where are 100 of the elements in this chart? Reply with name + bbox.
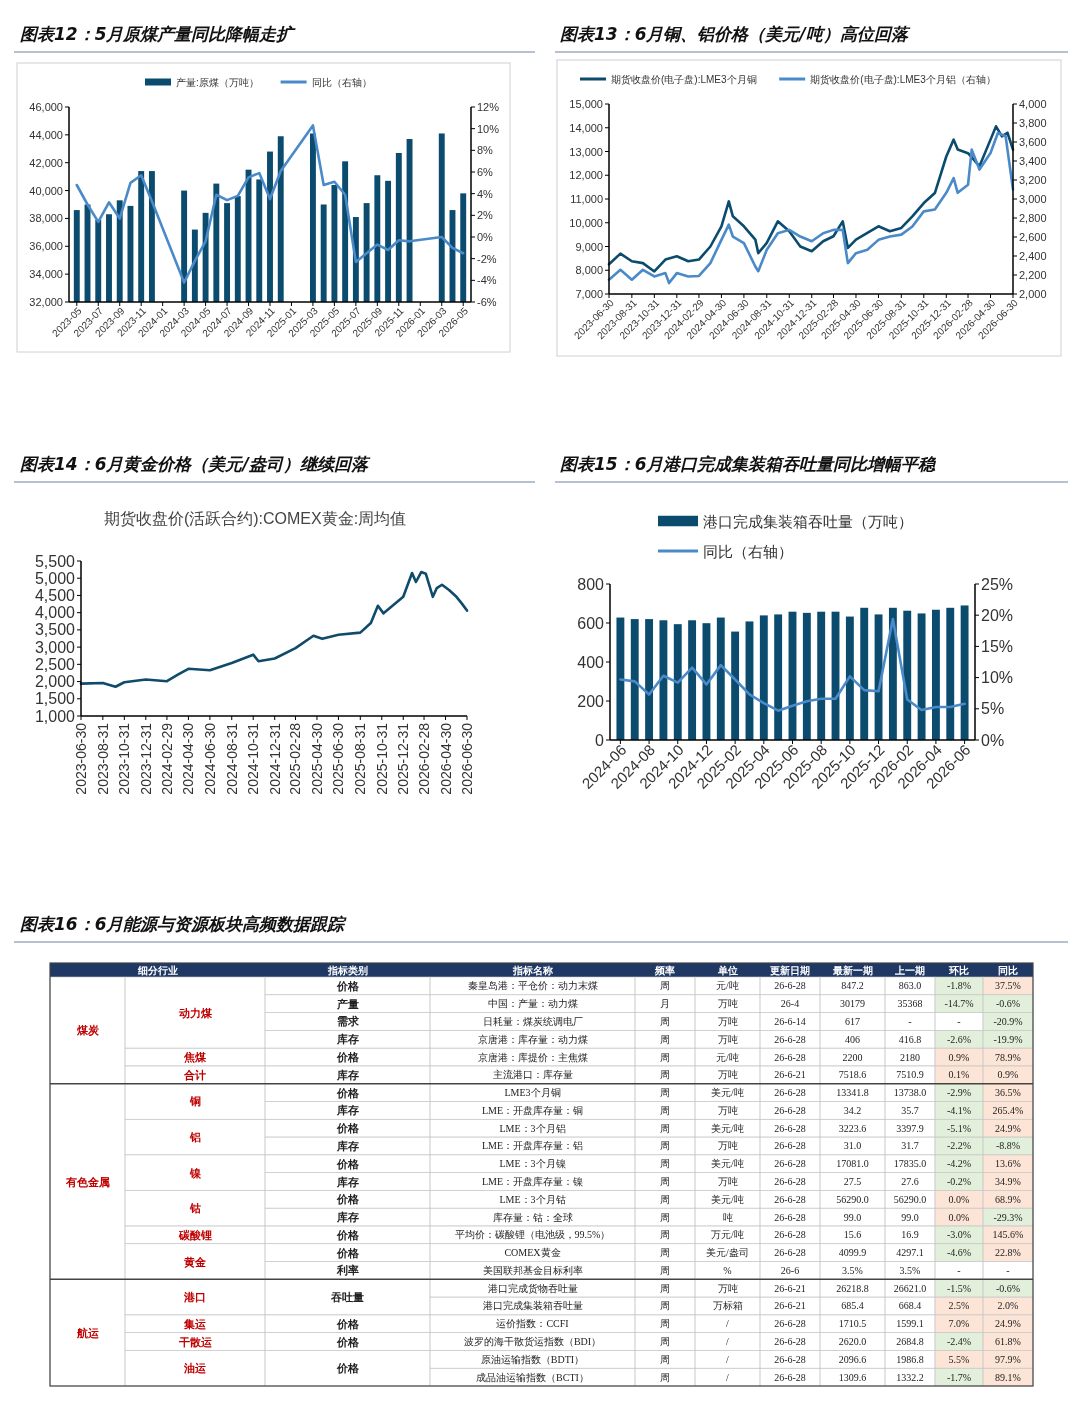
x-tick-label: 2024-08-31 xyxy=(223,722,240,795)
text: 原油运输指数（BDTI） xyxy=(480,1353,585,1365)
text: 月 xyxy=(660,998,670,1010)
text: 库存 xyxy=(336,1175,359,1188)
text: 主流港口：库存量 xyxy=(492,1069,573,1081)
text: 26-6-21 xyxy=(774,1300,806,1312)
text: COMEX黄金 xyxy=(504,1247,561,1259)
text: 价格 xyxy=(336,1317,359,1330)
text: 26-6-28 xyxy=(774,1122,806,1134)
text: 周 xyxy=(660,1176,670,1187)
y2-tick-label: 4% xyxy=(477,187,494,200)
text: 价格 xyxy=(336,1157,359,1170)
y2-tick-label: 2,000 xyxy=(1019,288,1047,300)
text: 美元/吨 xyxy=(711,1158,744,1170)
y2-tick-label: 5% xyxy=(981,700,1005,718)
text: 30179 xyxy=(840,998,865,1010)
text: 0.1% xyxy=(948,1069,970,1081)
category-label: 指标类别 xyxy=(326,964,368,976)
text: 周 xyxy=(660,1015,670,1027)
text: 周 xyxy=(660,1336,670,1348)
text: 吞吐量 xyxy=(331,1291,364,1304)
text: 库存 xyxy=(336,1033,359,1046)
y-tick-label: 40,000 xyxy=(29,184,63,197)
text: 图表16：6月能源与资源板块高频数据跟踪 xyxy=(20,914,348,934)
y2-tick-label: 3,600 xyxy=(1019,136,1047,148)
text: 26-6-28 xyxy=(774,1336,806,1348)
text: 周 xyxy=(660,1158,670,1170)
text: 需求 xyxy=(336,1015,359,1028)
text: -4.1% xyxy=(946,1104,972,1116)
text: 万标箱 xyxy=(712,1300,743,1312)
text: 美国联邦基金目标利率 xyxy=(482,1264,583,1276)
y2-tick-label: 3,800 xyxy=(1019,117,1047,129)
text: 万吨 xyxy=(717,1033,738,1045)
text: 美元/吨 xyxy=(711,1087,744,1099)
text: 万元/吨 xyxy=(711,1229,744,1241)
y-tick-label: 44,000 xyxy=(29,128,63,141)
text: 集运 xyxy=(184,1317,206,1330)
text: 35.7 xyxy=(901,1104,919,1116)
text: 焦煤 xyxy=(184,1051,206,1064)
y-tick-label: 34,000 xyxy=(29,268,63,281)
text: -0.6% xyxy=(995,1282,1021,1294)
text: 元/吨 xyxy=(716,980,739,992)
text: 运价指数：CCFI xyxy=(496,1318,569,1330)
text: 周 xyxy=(660,1211,670,1223)
text: 周 xyxy=(660,1069,670,1081)
text: 价格 xyxy=(336,1122,359,1135)
text: 863.0 xyxy=(898,980,922,992)
text: 元/吨 xyxy=(716,1051,739,1063)
y-tick-label: 600 xyxy=(577,614,605,632)
y2-tick-label: 12% xyxy=(477,101,500,113)
y-tick-label: 9,000 xyxy=(575,240,603,253)
text: 万吨 xyxy=(717,1282,738,1294)
category-label: 同比 xyxy=(998,964,1018,976)
text: -0.6% xyxy=(995,998,1021,1010)
text: - xyxy=(957,1264,961,1276)
text: 周 xyxy=(660,1104,670,1116)
y2-tick-label: 10% xyxy=(981,669,1014,687)
text: 16.9 xyxy=(901,1229,919,1241)
text: 京唐港：库提价：主焦煤 xyxy=(477,1051,588,1063)
text: -2.6% xyxy=(946,1033,972,1045)
text: LME：开盘库存量：镍 xyxy=(481,1176,584,1187)
text: 2.0% xyxy=(997,1300,1019,1312)
text: - xyxy=(908,1015,912,1027)
text: 61.8% xyxy=(995,1336,1021,1348)
text: 15.6 xyxy=(843,1229,862,1241)
text: 铜 xyxy=(189,1095,201,1108)
text: 26-6-28 xyxy=(774,1229,806,1241)
text: 89.1% xyxy=(995,1371,1021,1383)
y-tick-label: 12,000 xyxy=(569,169,603,182)
y-tick-label: 3,000 xyxy=(34,638,76,656)
text: 镍 xyxy=(189,1166,201,1179)
text: -2.4% xyxy=(946,1336,972,1348)
text: 847.2 xyxy=(841,980,864,992)
y-tick-label: 2,500 xyxy=(34,655,76,673)
text: 1599.1 xyxy=(896,1318,924,1330)
text: 27.5 xyxy=(843,1176,862,1187)
y2-tick-label: -6% xyxy=(477,296,497,308)
text: 利率 xyxy=(336,1264,359,1277)
text: 万吨 xyxy=(717,1015,738,1027)
text: 周 xyxy=(660,1282,670,1294)
chart-subtitle: 期货收盘价(活跃合约):COMEX黄金:周均值 xyxy=(103,510,407,527)
text: 动力煤 xyxy=(178,1006,212,1019)
text: 美元/吨 xyxy=(711,1193,744,1205)
y2-tick-label: 10% xyxy=(477,122,500,135)
text: 406 xyxy=(845,1033,860,1045)
text: 24.9% xyxy=(995,1122,1021,1134)
text: 秦皇岛港：平仓价：动力末煤 xyxy=(467,980,598,992)
x-tick-label: 2023-06-30 xyxy=(73,722,89,795)
text: 价格 xyxy=(336,979,359,992)
text: 2180 xyxy=(900,1051,920,1063)
text: 平均价：碳酸锂（电池级，99.5%） xyxy=(454,1229,611,1241)
text: -4.2% xyxy=(946,1158,972,1170)
text: 26-4 xyxy=(780,998,800,1010)
y-tick-label: 800 xyxy=(577,575,605,593)
text: 4297.1 xyxy=(896,1247,924,1259)
y2-tick-label: 15% xyxy=(981,637,1014,655)
text: 油运 xyxy=(184,1362,206,1375)
text: 京唐港：库存量：动力煤 xyxy=(477,1033,588,1045)
x-tick-label: 2024-02-29 xyxy=(158,722,175,795)
text: 价格 xyxy=(336,1228,359,1241)
